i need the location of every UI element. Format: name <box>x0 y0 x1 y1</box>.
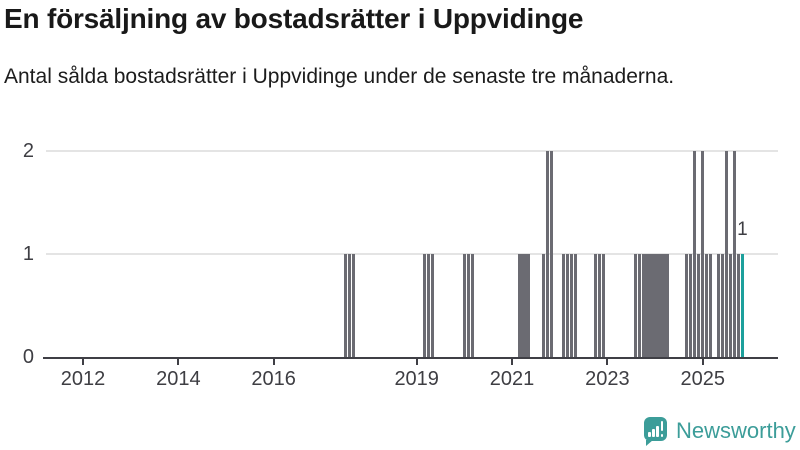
bar-2024-04 <box>665 254 669 357</box>
bar-2019-04 <box>427 254 431 357</box>
bar-2025-02 <box>705 254 709 357</box>
x-tick-label-2021: 2021 <box>489 368 535 390</box>
bar-2022-03 <box>566 254 570 357</box>
bar-2024-01 <box>653 254 657 357</box>
bar-2024-10 <box>689 254 693 357</box>
bar-2020-01 <box>462 254 466 357</box>
logo-bar-medium <box>652 429 655 437</box>
x-tick-label-2012: 2012 <box>60 368 106 390</box>
x-tick-mark-2016 <box>272 359 275 365</box>
y-tick-label-1: 1 <box>22 243 34 266</box>
bar-2017-07 <box>343 254 347 357</box>
bar-2023-10 <box>641 254 645 357</box>
bar-2019-05 <box>430 254 435 357</box>
bar-2023-08 <box>633 254 637 357</box>
bar-2025-07 <box>724 151 729 357</box>
logo-bar-tall <box>656 426 659 437</box>
bar-2024-11 <box>693 151 697 357</box>
bar-2022-12 <box>601 254 605 357</box>
bar-2025-03 <box>709 254 713 357</box>
bar-2021-09 <box>542 254 546 357</box>
x-tick-label-2014: 2014 <box>156 368 201 390</box>
newsworthy-logo-icon[interactable] <box>644 417 667 446</box>
x-tick-mark-2012 <box>82 359 84 365</box>
x-tick-mark-2021 <box>511 359 514 365</box>
bar-2024-02 <box>657 254 661 357</box>
last-value-label: 1 <box>737 219 748 241</box>
bar-2020-03 <box>470 254 474 357</box>
bar-2021-04 <box>522 254 526 357</box>
x-tick-mark-2019 <box>415 359 418 365</box>
x-tick-mark-2023 <box>606 359 609 365</box>
bar-2022-04 <box>570 254 574 357</box>
bar-2022-10 <box>593 254 598 357</box>
x-tick-label-2019: 2019 <box>394 368 439 390</box>
logo-bar-small <box>648 431 651 437</box>
bar-2021-11 <box>550 151 554 357</box>
x-tick-label-2025: 2025 <box>680 368 725 390</box>
bar-2024-09 <box>685 254 689 357</box>
bar-2022-02 <box>562 254 566 357</box>
y-tick-label-2: 2 <box>22 140 34 163</box>
gridline-y-1 <box>46 253 778 256</box>
x-axis-line <box>43 357 778 359</box>
bar-2024-03 <box>661 254 665 357</box>
bar-chart-plot: 0 1 2 2012 2014 2016 2019 2021 2023 2025 1 <box>22 140 778 390</box>
bar-2025-01 <box>701 151 705 357</box>
logo-exclamation-line <box>660 421 664 431</box>
bar-2017-09 <box>351 254 355 357</box>
brand-name[interactable]: Newsworthy <box>676 418 796 443</box>
bar-2025-08 <box>728 254 733 357</box>
bar-2021-05 <box>526 254 530 357</box>
bar-2019-03 <box>423 254 427 357</box>
bar-2025-09 <box>732 151 737 357</box>
bar-2023-09 <box>637 254 641 357</box>
bar-2025-05 <box>717 254 721 357</box>
bar-2025-06 <box>720 254 725 357</box>
chart-subtitle: Antal sålda bostadsrätter i Uppvidinge u… <box>4 65 675 88</box>
bar-2023-11 <box>645 254 649 357</box>
bar-2021-03 <box>518 254 522 357</box>
x-tick-label-2023: 2023 <box>585 368 630 390</box>
x-tick-mark-2025 <box>701 359 704 365</box>
bar-2022-05 <box>573 254 578 357</box>
bar-2020-02 <box>466 254 470 357</box>
bar-2022-11 <box>597 254 601 357</box>
bar-2025-10 <box>736 254 741 357</box>
logo-exclamation-dot <box>660 433 664 437</box>
bar-2021-10 <box>546 151 550 357</box>
bar-2017-08 <box>347 254 351 357</box>
y-tick-label-0: 0 <box>22 346 34 368</box>
gridline-y-2 <box>46 150 778 153</box>
chart-title: En försäljning av bostadsrätter i Uppvid… <box>4 3 584 34</box>
bar-2024-12 <box>697 254 701 357</box>
x-tick-label-2016: 2016 <box>251 368 296 390</box>
bar-2023-12 <box>649 254 653 357</box>
highlighted-bar-2025-11 <box>740 254 745 357</box>
x-tick-mark-2014 <box>177 359 180 365</box>
